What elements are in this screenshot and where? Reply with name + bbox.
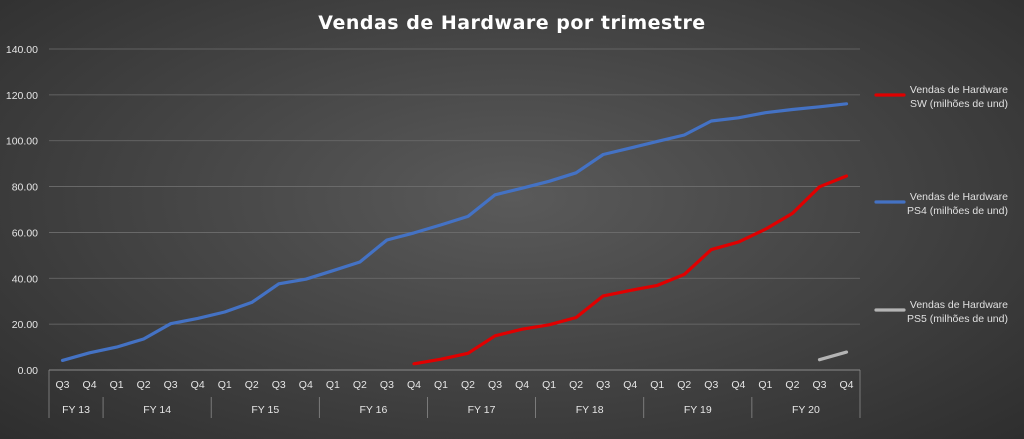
x-tick-label: Q4 xyxy=(839,379,853,391)
fiscal-year-label: FY 15 xyxy=(251,404,279,416)
x-tick-label: Q3 xyxy=(812,379,826,391)
y-tick-label: 20.00 xyxy=(12,319,38,331)
series-lines xyxy=(60,102,849,366)
x-tick-label: Q1 xyxy=(218,379,232,391)
legend-label: Vendas de Hardware xyxy=(910,299,1008,311)
x-tick-label: Q1 xyxy=(758,379,772,391)
series-line xyxy=(60,102,849,362)
x-tick-label: Q3 xyxy=(272,379,286,391)
x-tick-label: Q3 xyxy=(164,379,178,391)
x-axis: Q3 Q4 Q1 Q2 Q3 Q4 Q1 Q2 Q3 Q4 Q1 Q2 Q3 Q4 Q1 Q2 Q3 Q4 Q1 Q2… xyxy=(48,369,861,418)
x-tick-label: Q2 xyxy=(785,379,799,391)
x-tick-label: Q4 xyxy=(515,379,529,391)
legend-label: Vendas de Hardware xyxy=(910,84,1008,96)
x-tick-label: Q3 xyxy=(488,379,502,391)
x-tick-label: Q3 xyxy=(56,379,70,391)
legend-label: PS5 (milhões de und) xyxy=(907,313,1008,325)
y-tick-label: 60.00 xyxy=(12,227,38,239)
x-tick-label: Q1 xyxy=(650,379,664,391)
x-tick-label: Q4 xyxy=(731,379,745,391)
legend-label: PS4 (milhões de und) xyxy=(907,205,1008,217)
x-tick-label: Q2 xyxy=(677,379,691,391)
legend: Vendas de Hardware SW (milhões de und) Ven… xyxy=(874,84,1008,325)
x-tick-label: Q1 xyxy=(434,379,448,391)
x-tick-label: Q4 xyxy=(407,379,421,391)
x-tick-label: Q4 xyxy=(83,379,97,391)
series-line xyxy=(412,174,849,366)
x-tick-label: Q1 xyxy=(110,379,124,391)
y-axis: 0.00 20.00 40.00 60.00 80.00 100.00 120.00 140.… xyxy=(6,44,38,377)
x-tick-label: Q4 xyxy=(623,379,637,391)
x-tick-label: Q2 xyxy=(353,379,367,391)
x-tick-label: Q3 xyxy=(704,379,718,391)
y-tick-label: 140.00 xyxy=(6,44,38,56)
legend-label: Vendas de Hardware xyxy=(910,191,1008,203)
y-tick-label: 80.00 xyxy=(12,182,38,194)
x-tick-label: Q1 xyxy=(542,379,556,391)
gridlines xyxy=(49,48,860,325)
series-line xyxy=(817,350,849,362)
fiscal-year-label: FY 20 xyxy=(792,404,820,416)
fiscal-year-label: FY 16 xyxy=(359,404,387,416)
chart-title: Vendas de Hardware por trimestre xyxy=(318,12,705,34)
x-tick-label: Q3 xyxy=(380,379,394,391)
x-tick-label: Q4 xyxy=(191,379,205,391)
x-tick-label: Q1 xyxy=(326,379,340,391)
x-tick-label: Q2 xyxy=(245,379,259,391)
y-tick-label: 40.00 xyxy=(12,273,38,285)
fiscal-year-label: FY 13 xyxy=(62,404,90,416)
fiscal-year-label: FY 18 xyxy=(576,404,604,416)
fiscal-year-label: FY 17 xyxy=(468,404,496,416)
x-tick-label: Q4 xyxy=(299,379,313,391)
y-tick-label: 120.00 xyxy=(6,90,38,102)
x-tick-label: Q2 xyxy=(569,379,583,391)
x-tick-label: Q3 xyxy=(596,379,610,391)
y-tick-label: 100.00 xyxy=(6,136,38,148)
fiscal-year-label: FY 19 xyxy=(684,404,712,416)
fiscal-year-label: FY 14 xyxy=(143,404,171,416)
y-tick-label: 0.00 xyxy=(18,365,39,377)
x-tick-label: Q2 xyxy=(137,379,151,391)
legend-label: SW (milhões de und) xyxy=(910,98,1008,110)
x-tick-label: Q2 xyxy=(461,379,475,391)
